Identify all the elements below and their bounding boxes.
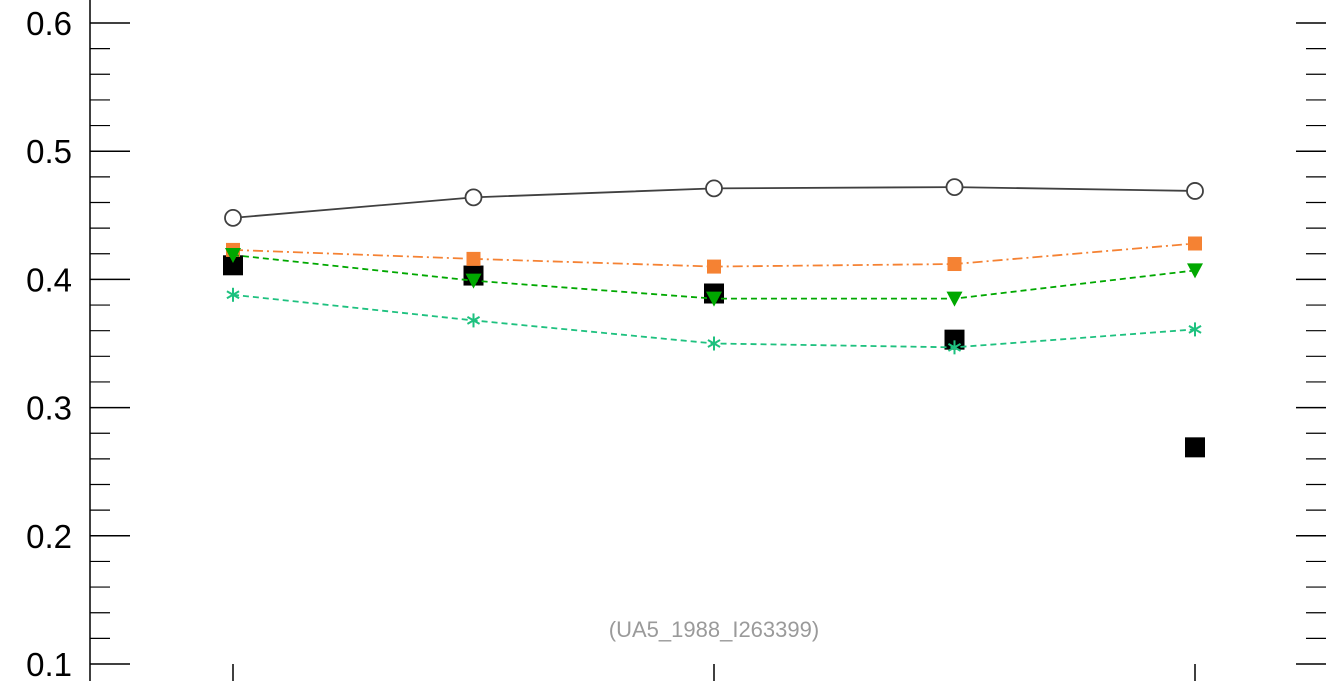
y-tick-label: 0.4	[26, 261, 72, 298]
y-tick-label: 0.1	[26, 646, 72, 681]
data-point	[1186, 182, 1204, 200]
data-point	[224, 208, 242, 227]
y-tick-label: 0.6	[26, 5, 72, 42]
data-point	[1187, 263, 1203, 279]
data-point	[465, 273, 482, 289]
chart-annotation: (UA5_1988_I263399)	[609, 617, 819, 642]
data-point	[945, 178, 964, 196]
series-1	[226, 236, 1202, 274]
y-tick-label: 0.5	[26, 133, 72, 170]
data-point	[1185, 437, 1205, 458]
data-point	[225, 248, 241, 264]
data-point	[466, 313, 481, 328]
data-point	[706, 291, 722, 307]
data-point	[946, 291, 963, 307]
series-3	[226, 287, 1202, 355]
y-tick-label: 0.3	[26, 390, 72, 427]
data-point	[466, 251, 481, 266]
series-0	[224, 178, 1204, 227]
data-point	[947, 340, 962, 355]
data-point	[226, 287, 240, 302]
series-layer	[223, 178, 1205, 458]
data-point	[1188, 322, 1202, 337]
series-4	[223, 255, 1205, 458]
data-point	[705, 179, 723, 198]
data-point	[223, 255, 243, 276]
data-point	[464, 188, 483, 207]
data-point	[707, 259, 721, 274]
axes: 0.1 0.2 0.3 0.4 0.5 0.6	[26, 0, 1326, 681]
series-2	[225, 248, 1203, 307]
data-point	[707, 336, 721, 351]
data-point	[1188, 236, 1202, 251]
y-tick-label: 0.2	[26, 518, 72, 555]
data-point	[947, 257, 962, 272]
